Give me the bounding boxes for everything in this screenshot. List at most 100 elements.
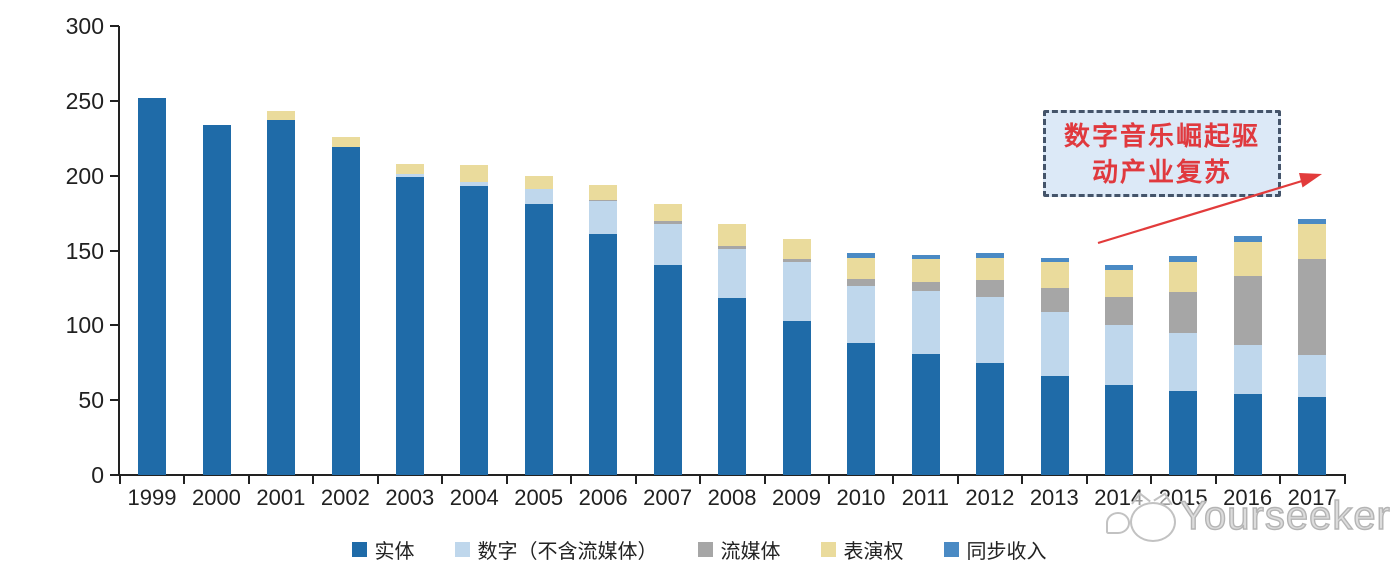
- x-tick-mark: [247, 476, 250, 484]
- bar-segment-2013: [1040, 257, 1069, 263]
- y-tick-mark: [110, 99, 119, 102]
- bar-segment-2016: [1233, 235, 1262, 242]
- bar-segment-2014: [1104, 269, 1133, 297]
- x-axis-label-year: 2010: [836, 485, 886, 510]
- y-tick-mark: [110, 25, 119, 27]
- x-tick-mark: [570, 476, 573, 484]
- bar-segment-2013: [1040, 311, 1069, 377]
- legend: 实体 数字（不含流媒体） 流媒体 表演权 同步收入: [0, 535, 1398, 564]
- bar-segment-2008: [718, 223, 747, 246]
- bar-segment-2003: [396, 163, 425, 175]
- bar-segment-2010: [847, 286, 876, 344]
- x-tick-mark: [1279, 476, 1282, 484]
- x-tick-mark: [1150, 476, 1153, 484]
- bar-segment-2000: [202, 124, 231, 475]
- legend-item: 同步收入: [943, 535, 1047, 564]
- bar-segment-2014: [1104, 296, 1133, 326]
- bar-segment-2012: [976, 296, 1005, 363]
- bar-segment-2017: [1298, 355, 1327, 398]
- legend-label: 同步收入: [966, 541, 1047, 563]
- bar-segment-2015: [1169, 332, 1198, 392]
- legend-label: 实体: [374, 541, 415, 563]
- bar-segment-2004: [460, 186, 489, 475]
- legend-label: 流媒体: [720, 541, 781, 563]
- bar-segment-2015: [1169, 391, 1198, 475]
- legend-label: 数字（不含流媒体）: [477, 541, 658, 563]
- bar-segment-2004: [460, 165, 489, 182]
- y-axis: [118, 26, 120, 476]
- x-tick-mark: [183, 476, 186, 484]
- legend-item: 表演权: [820, 535, 904, 564]
- watermark-cat-face-icon: [1130, 502, 1176, 542]
- x-axis-label-year: 2013: [1029, 485, 1079, 510]
- bar-segment-2014: [1104, 325, 1133, 386]
- x-axis-label-year: 2001: [256, 485, 306, 510]
- y-tick-label: 300: [65, 13, 104, 39]
- x-tick-mark: [312, 476, 315, 484]
- x-axis-label-year: 2011: [901, 485, 950, 510]
- x-tick-mark: [634, 476, 637, 484]
- bar-segment-2015: [1169, 256, 1198, 263]
- bar-segment-2012: [976, 257, 1005, 281]
- x-axis-label-year: 2017: [1287, 485, 1337, 510]
- bar-segment-1999: [138, 97, 167, 475]
- bar-segment-2007: [653, 223, 682, 266]
- legend-item: 数字（不含流媒体）: [454, 535, 658, 564]
- x-axis-label-year: 2000: [191, 485, 241, 510]
- bar-segment-2008: [718, 298, 747, 475]
- bar-segment-2016: [1233, 394, 1262, 475]
- bar-segment-2010: [847, 253, 876, 258]
- bar-segment-2011: [911, 281, 940, 291]
- bar-segment-2011: [911, 353, 940, 475]
- x-tick-mark: [376, 476, 379, 484]
- bar-segment-2013: [1040, 287, 1069, 312]
- bar-segment-2017: [1298, 223, 1327, 260]
- x-tick-mark: [1021, 476, 1024, 484]
- bar-segment-2009: [782, 259, 811, 263]
- legend-swatch-icon: [454, 542, 470, 557]
- bar-segment-2009: [782, 262, 811, 321]
- bar-segment-2014: [1104, 385, 1133, 475]
- y-tick-label: 200: [65, 162, 104, 189]
- watermark: Yourseeker: [1106, 492, 1391, 552]
- legend-item: 实体: [351, 535, 415, 564]
- x-axis-label-year: 2009: [772, 485, 821, 510]
- bar-segment-2017: [1298, 259, 1327, 356]
- y-tick-mark: [110, 324, 119, 327]
- bar-segment-2009: [782, 238, 811, 260]
- legend-swatch-icon: [943, 542, 959, 557]
- bar-segment-2011: [911, 259, 940, 282]
- bar-segment-2006: [589, 201, 618, 235]
- bar-segment-2017: [1298, 397, 1327, 475]
- legend-item: 流媒体: [697, 535, 781, 564]
- bar-segment-2003: [396, 177, 425, 475]
- x-tick-mark: [1214, 476, 1217, 484]
- y-tick-label: 100: [65, 312, 104, 339]
- bar-segment-2002: [331, 136, 360, 148]
- x-axis-label-year: 2012: [965, 485, 1015, 510]
- legend-swatch-icon: [697, 542, 713, 557]
- bar-segment-2005: [524, 204, 553, 475]
- x-tick-mark: [505, 476, 508, 484]
- bar-segment-2007: [653, 220, 682, 224]
- watermark-text: Yourseeker: [1179, 493, 1391, 538]
- bar-segment-2011: [911, 254, 940, 260]
- bar-segment-2006: [589, 234, 618, 475]
- bar-segment-2012: [976, 280, 1005, 297]
- bar-segment-2005: [524, 189, 553, 205]
- x-axis-label-year: 2003: [385, 485, 435, 510]
- y-tick-label: 150: [65, 237, 104, 264]
- x-axis-label-year: 2016: [1223, 485, 1273, 510]
- x-axis-label-year: 2004: [449, 485, 499, 510]
- bar-segment-2003: [396, 174, 425, 178]
- y-tick-label: 0: [91, 462, 104, 488]
- bar-segment-2004: [460, 181, 489, 187]
- legend-label: 表演权: [843, 541, 904, 563]
- x-tick-mark: [1085, 476, 1088, 484]
- bar-segment-2001: [267, 111, 296, 121]
- bar-segment-2012: [976, 253, 1005, 258]
- watermark-bubble-icon: [1106, 512, 1130, 534]
- bar-segment-2016: [1233, 241, 1262, 276]
- x-tick-mark: [892, 476, 895, 484]
